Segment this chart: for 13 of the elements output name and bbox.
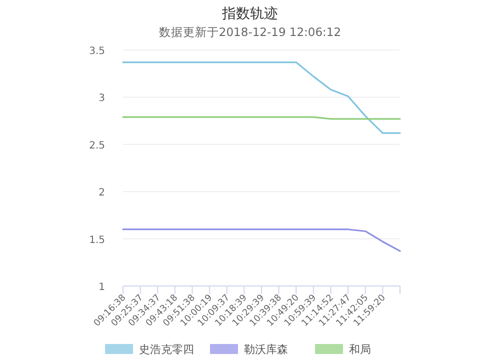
legend-label: 勒沃库森: [244, 343, 288, 356]
line-series: [122, 228, 401, 252]
line-series: [122, 61, 401, 134]
y-tick-label: 1: [98, 282, 105, 293]
y-tick-label: 2.5: [89, 140, 105, 152]
chart-subtitle: 数据更新于2018-12-19 12:06:12: [158, 25, 342, 39]
chart-title: 指数轨迹: [221, 6, 278, 22]
y-tick-label: 1.5: [89, 234, 105, 246]
legend-label: 和局: [349, 343, 371, 356]
legend-label: 史浩克零四: [139, 343, 194, 356]
y-tick-label: 2: [98, 188, 105, 199]
y-tick-label: 3.5: [89, 46, 105, 57]
y-tick-label: 3: [98, 93, 105, 104]
